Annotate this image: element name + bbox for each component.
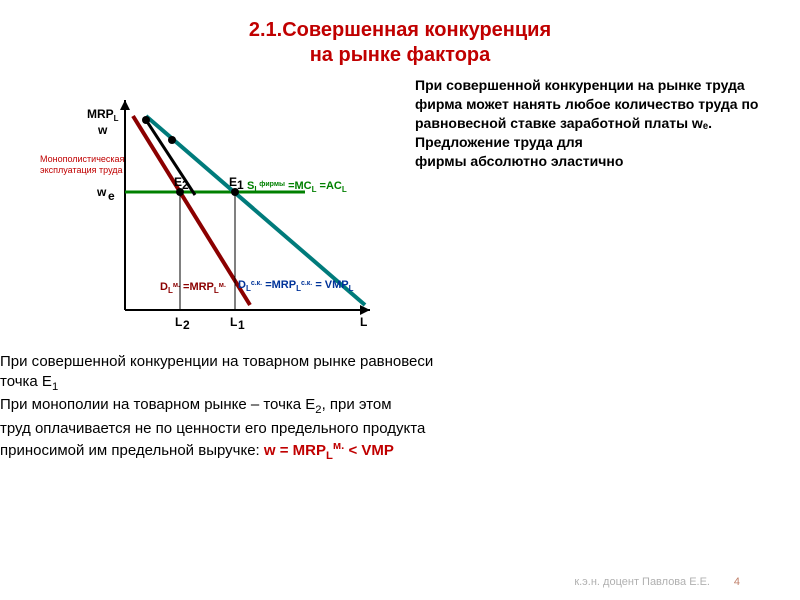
body-line-2: При монополии на товарном рынке – точка … xyxy=(0,395,800,418)
svg-text:w: w xyxy=(97,123,108,137)
body-line-3: труд оплачивается не по ценности его пре… xyxy=(0,419,800,439)
right-text-2: фирмы абсолютно эластично xyxy=(415,153,623,169)
footer-author: к.э.н. доцент Павлова Е.Е. xyxy=(574,576,710,588)
right-paragraph: При совершенной конкуренции на рынке тру… xyxy=(415,76,795,170)
body-line-1: При совершенной конкуренции на товарном … xyxy=(0,352,800,372)
chart-area: MRPL w w e Монополистическая эксплуатаци… xyxy=(40,80,390,340)
svg-text:DLс.к. =MRPLс.к. = VMPL: DLс.к. =MRPLс.к. = VMPL xyxy=(238,279,354,293)
svg-text:E: E xyxy=(174,175,182,189)
title-line-1: 2.1.Совершенная конкуренция xyxy=(249,19,551,41)
formula-highlight: w = MRPLм. < VMP xyxy=(264,442,394,459)
svg-text:L: L xyxy=(230,315,237,329)
footer-pagenum: 4 xyxy=(734,576,740,588)
body-line-1b: точка E1 xyxy=(0,372,800,395)
title-line-2: на рынке фактора xyxy=(310,44,491,66)
slide-title: 2.1.Совершенная конкуренция на рынке фак… xyxy=(0,18,800,68)
svg-text:L: L xyxy=(360,315,367,329)
svg-text:2: 2 xyxy=(183,318,190,332)
svg-text:w: w xyxy=(96,185,107,199)
svg-text:MRPL: MRPL xyxy=(87,107,119,123)
svg-text:DLм. =MRPLм.: DLм. =MRPLм. xyxy=(160,281,226,295)
svg-text:эксплуатация труда: эксплуатация труда xyxy=(40,165,123,175)
svg-text:2: 2 xyxy=(182,178,189,192)
svg-text:L: L xyxy=(175,315,182,329)
right-text-1: При совершенной конкуренции на рынке тру… xyxy=(415,77,758,150)
svg-text:1: 1 xyxy=(238,318,245,332)
body-paragraph: При совершенной конкуренции на товарном … xyxy=(0,352,800,464)
svg-text:e: e xyxy=(108,189,115,203)
svg-text:E: E xyxy=(229,175,237,189)
svg-text:1: 1 xyxy=(237,178,244,192)
svg-text:Монополистическая: Монополистическая xyxy=(40,154,125,164)
body-line-4: приносимой им предельной выручке: w = MR… xyxy=(0,439,800,464)
chart-svg: MRPL w w e Монополистическая эксплуатаци… xyxy=(40,80,390,340)
